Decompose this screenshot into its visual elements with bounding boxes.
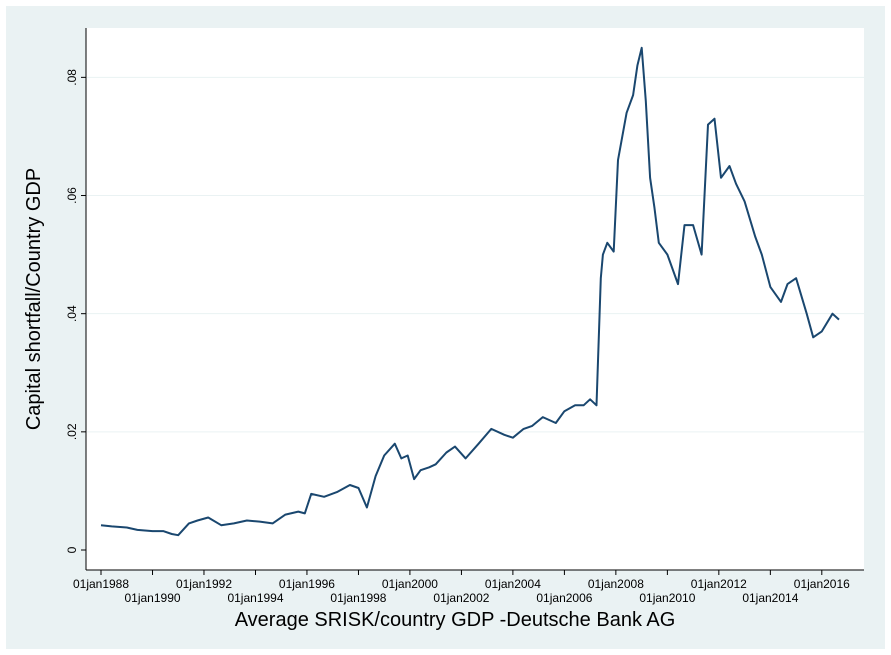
x-tick-label: 01jan1998	[330, 591, 386, 605]
x-tick-label: 01jan2010	[639, 591, 695, 605]
y-axis: 0 .02 .04 .06 .08	[65, 28, 87, 570]
line-chart: 0.02.04.06.08 01jan198801jan199001jan199…	[23, 28, 864, 631]
x-tick-label: 01jan2016	[794, 577, 850, 591]
y-axis-title: Capital shortfall/Country GDP	[23, 168, 45, 430]
series-line	[100, 46, 840, 537]
gridlines	[87, 76, 864, 433]
plot-area	[86, 28, 864, 570]
x-axis-title: Average SRISK/country GDP -Deutsche Bank…	[235, 609, 676, 631]
y-tick-label: .02	[65, 423, 79, 440]
y-tick-label: .08	[65, 69, 79, 86]
y-tick-label: .06	[65, 187, 79, 204]
x-tick-label: 01jan2004	[485, 577, 541, 591]
y-tick-label: 0	[65, 546, 79, 553]
x-tick-label: 01jan1988	[73, 577, 129, 591]
x-tick-label: 01jan1994	[227, 591, 283, 605]
x-tick-label: 01jan2014	[742, 591, 798, 605]
x-tick-label: 01jan2008	[588, 577, 644, 591]
x-tick-label: 01jan1992	[176, 577, 232, 591]
x-tick-label: 01jan1996	[279, 577, 335, 591]
x-tick-label: 01jan2012	[691, 577, 747, 591]
y-tick-label: .04	[65, 305, 79, 322]
x-tick-label: 01jan1990	[124, 591, 180, 605]
x-tick-label: 01jan2006	[536, 591, 592, 605]
x-axis: 01jan198801jan199001jan199201jan199401ja…	[73, 569, 864, 605]
x-tick-label: 01jan2002	[433, 591, 489, 605]
x-tick-label: 01jan2000	[382, 577, 438, 591]
chart-frame: 0.02.04.06.08 01jan1988 01jan1990 01jan199…	[6, 6, 885, 649]
